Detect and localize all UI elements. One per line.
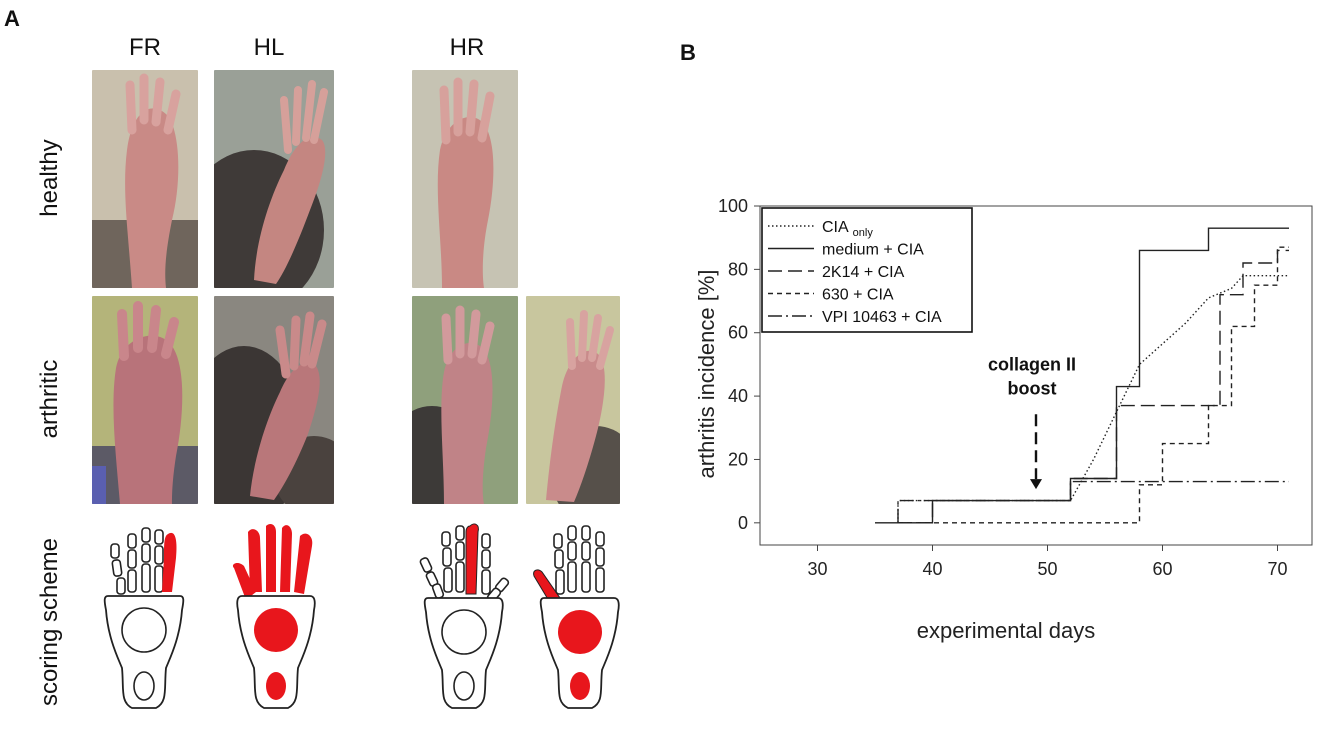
annotation-line1: collagen II: [988, 354, 1076, 374]
annotation-line2: boost: [1008, 378, 1057, 398]
column-header-hr: HR: [412, 34, 522, 62]
x-tick-label: 30: [807, 559, 827, 579]
y-tick-label: 20: [728, 449, 748, 469]
incidence-chart: 30 40 50 60 70 0 20 40 60 80 100 experimental day…: [690, 0, 1317, 724]
boost-annotation: collagen II boost: [988, 354, 1076, 489]
y-tick-label: 80: [728, 259, 748, 279]
photo-arthritic-hr: [412, 296, 518, 504]
y-tick-label: 100: [718, 196, 748, 216]
column-header-fr: FR: [90, 34, 200, 62]
photo-healthy-fr: [92, 70, 198, 288]
photo-arthritic-hl: [214, 296, 334, 504]
y-axis: 0 20 40 60 80 100: [718, 196, 760, 533]
row-header-arthritic: arthritic: [36, 279, 64, 519]
x-axis: 30 40 50 60 70: [807, 545, 1287, 579]
row-header-scoring-scheme: scoring scheme: [36, 502, 64, 742]
y-axis-label: arthritis incidence [%]: [694, 269, 719, 478]
legend-label: 630 + CIA: [822, 287, 894, 304]
photo-arthritic-fr: [92, 296, 198, 504]
scoring-scheme-fr: [96, 518, 206, 718]
x-tick-label: 40: [922, 559, 942, 579]
y-tick-label: 0: [738, 513, 748, 533]
y-tick-label: 40: [728, 386, 748, 406]
photo-arthritic-hr-2: [526, 296, 620, 504]
row-header-healthy: healthy: [36, 58, 64, 298]
x-axis-label: experimental days: [917, 618, 1096, 643]
significance-marker: ***: [1295, 332, 1317, 384]
x-tick-label: 50: [1037, 559, 1057, 579]
scoring-scheme-hr-arthritic: [528, 518, 638, 718]
scoring-scheme-hr: [414, 518, 524, 718]
legend-label: medium + CIA: [822, 242, 924, 259]
annotation-arrow-head: [1030, 479, 1042, 489]
photo-healthy-hr: [412, 70, 518, 288]
photo-healthy-hl: [214, 70, 334, 288]
column-header-hl: HL: [214, 34, 324, 62]
x-tick-label: 70: [1267, 559, 1287, 579]
legend-label: 2K14 + CIA: [822, 264, 905, 281]
x-tick-label: 60: [1152, 559, 1172, 579]
panel-a-letter: A: [4, 6, 20, 32]
series-line-4: [898, 482, 1289, 523]
legend-label: VPI 10463 + CIA: [822, 309, 942, 326]
y-tick-label: 60: [728, 323, 748, 343]
scoring-scheme-hl: [222, 518, 332, 718]
